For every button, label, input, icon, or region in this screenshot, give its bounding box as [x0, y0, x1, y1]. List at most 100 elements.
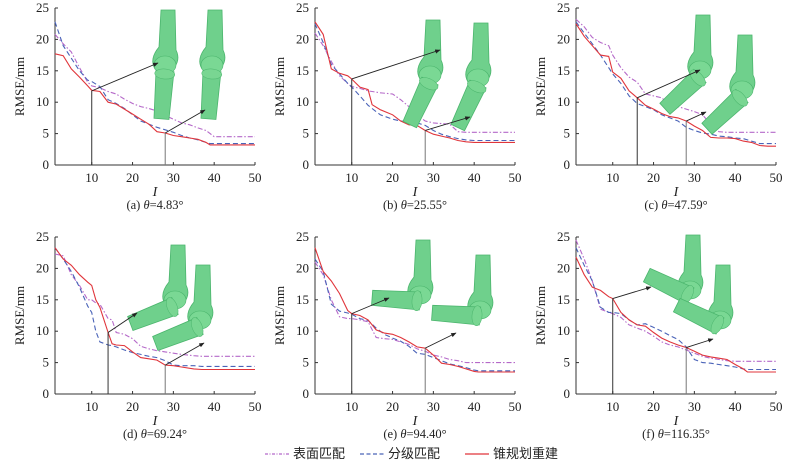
forearm-joint-shape [411, 290, 423, 311]
forearm-group [701, 88, 749, 135]
y-axis-label: RMSE/mm [533, 286, 548, 345]
x-tick-label: 30 [167, 170, 180, 185]
forearm-group [127, 297, 179, 332]
series-line-surface-match [314, 261, 515, 364]
y-tick-label: 0 [303, 386, 310, 401]
y-tick-label: 10 [36, 323, 49, 338]
y-axis-label: RMSE/mm [533, 57, 548, 116]
forearm-joint-shape [419, 77, 439, 91]
bone-model-upper [127, 244, 189, 332]
forearm-group [431, 304, 483, 326]
y-tick-label: 25 [296, 229, 309, 244]
forearm-group [450, 79, 487, 132]
y-tick-label: 20 [557, 31, 570, 46]
bone-model-lower [701, 34, 756, 135]
forearm-joint-shape [201, 68, 222, 80]
marker-arrow [107, 312, 138, 333]
legend-label: 分级匹配 [388, 447, 440, 462]
marker-arrow [351, 297, 390, 315]
x-tick-label: 20 [126, 399, 139, 414]
y-tick-label: 5 [43, 126, 50, 141]
y-tick-label: 25 [36, 0, 49, 15]
caption-prefix: (c) [644, 198, 661, 212]
x-axis-label: I [673, 185, 680, 200]
forearm-joint-shape [154, 68, 175, 80]
x-tick-label: 20 [647, 399, 660, 414]
marker-arrow [91, 62, 159, 92]
y-tick-label: 25 [557, 0, 570, 15]
series-line-cone-planning [575, 256, 776, 373]
bone-model-lower [450, 22, 492, 132]
forearm-joint-shape [471, 305, 483, 326]
x-tick-label: 50 [770, 170, 783, 185]
y-tick-label: 10 [557, 94, 570, 109]
series-line-graded-match [314, 258, 515, 372]
marker-arrow [425, 332, 457, 349]
x-tick-label: 20 [126, 170, 139, 185]
forearm-joint-shape [191, 317, 204, 337]
marker-arrow [612, 286, 652, 299]
series-line-graded-match [314, 23, 515, 142]
series-line-graded-match [54, 21, 255, 145]
marker-arrow [351, 49, 441, 80]
caption-value: =94.40° [406, 427, 446, 441]
y-tick-label: 10 [296, 323, 309, 338]
bone-model-lower [431, 254, 494, 326]
bone-model-lower [199, 9, 226, 120]
y-tick-label: 5 [564, 126, 571, 141]
caption-theta: θ [658, 427, 664, 441]
marker-arrow [164, 109, 206, 134]
y-tick-label: 25 [296, 0, 309, 15]
y-tick-label: 10 [296, 94, 309, 109]
y-tick-label: 5 [303, 126, 310, 141]
caption-value: =116.35° [664, 427, 710, 441]
panel-caption: (f) θ=116.35° [642, 427, 710, 441]
y-tick-label: 10 [36, 94, 49, 109]
forearm-group [672, 297, 725, 335]
panel-caption: (c) θ=47.59° [644, 198, 707, 212]
y-tick-label: 15 [557, 292, 570, 307]
series-line-graded-match [54, 247, 255, 367]
caption-prefix: (a) [126, 198, 143, 212]
marker-arrow [637, 69, 701, 99]
series-line-surface-match [54, 253, 255, 357]
forearm-joint-shape [166, 297, 179, 317]
y-tick-label: 15 [36, 292, 49, 307]
x-tick-label: 30 [688, 170, 701, 185]
forearm-group [153, 68, 175, 120]
x-tick-label: 30 [427, 399, 440, 414]
panel-caption: (e) θ=94.40° [383, 427, 446, 441]
caption-prefix: (b) [383, 198, 401, 212]
y-tick-label: 20 [36, 260, 49, 275]
y-axis-label: RMSE/mm [272, 286, 287, 345]
bone-model-upper [659, 14, 714, 115]
caption-prefix: (f) [642, 427, 658, 441]
y-tick-label: 20 [557, 260, 570, 275]
bone-model-upper [371, 239, 434, 311]
forearm-group [659, 68, 707, 115]
x-tick-label: 30 [688, 399, 701, 414]
y-tick-label: 15 [296, 292, 309, 307]
caption-value: =69.24° [147, 427, 187, 441]
y-tick-label: 0 [564, 157, 571, 172]
marker-arrow [686, 338, 714, 348]
y-tick-label: 5 [564, 355, 571, 370]
series-line-cone-planning [314, 247, 515, 373]
series-line-surface-match [575, 239, 776, 362]
x-tick-label: 20 [386, 399, 399, 414]
y-tick-label: 10 [557, 323, 570, 338]
x-tick-label: 50 [509, 399, 522, 414]
caption-theta: θ [661, 198, 667, 212]
x-tick-label: 10 [345, 170, 358, 185]
x-tick-label: 10 [606, 399, 619, 414]
bone-model-lower [152, 264, 214, 352]
y-tick-label: 25 [36, 229, 49, 244]
caption-prefix: (e) [383, 427, 400, 441]
caption-theta: θ [141, 427, 147, 441]
series-line-cone-planning [54, 247, 255, 371]
